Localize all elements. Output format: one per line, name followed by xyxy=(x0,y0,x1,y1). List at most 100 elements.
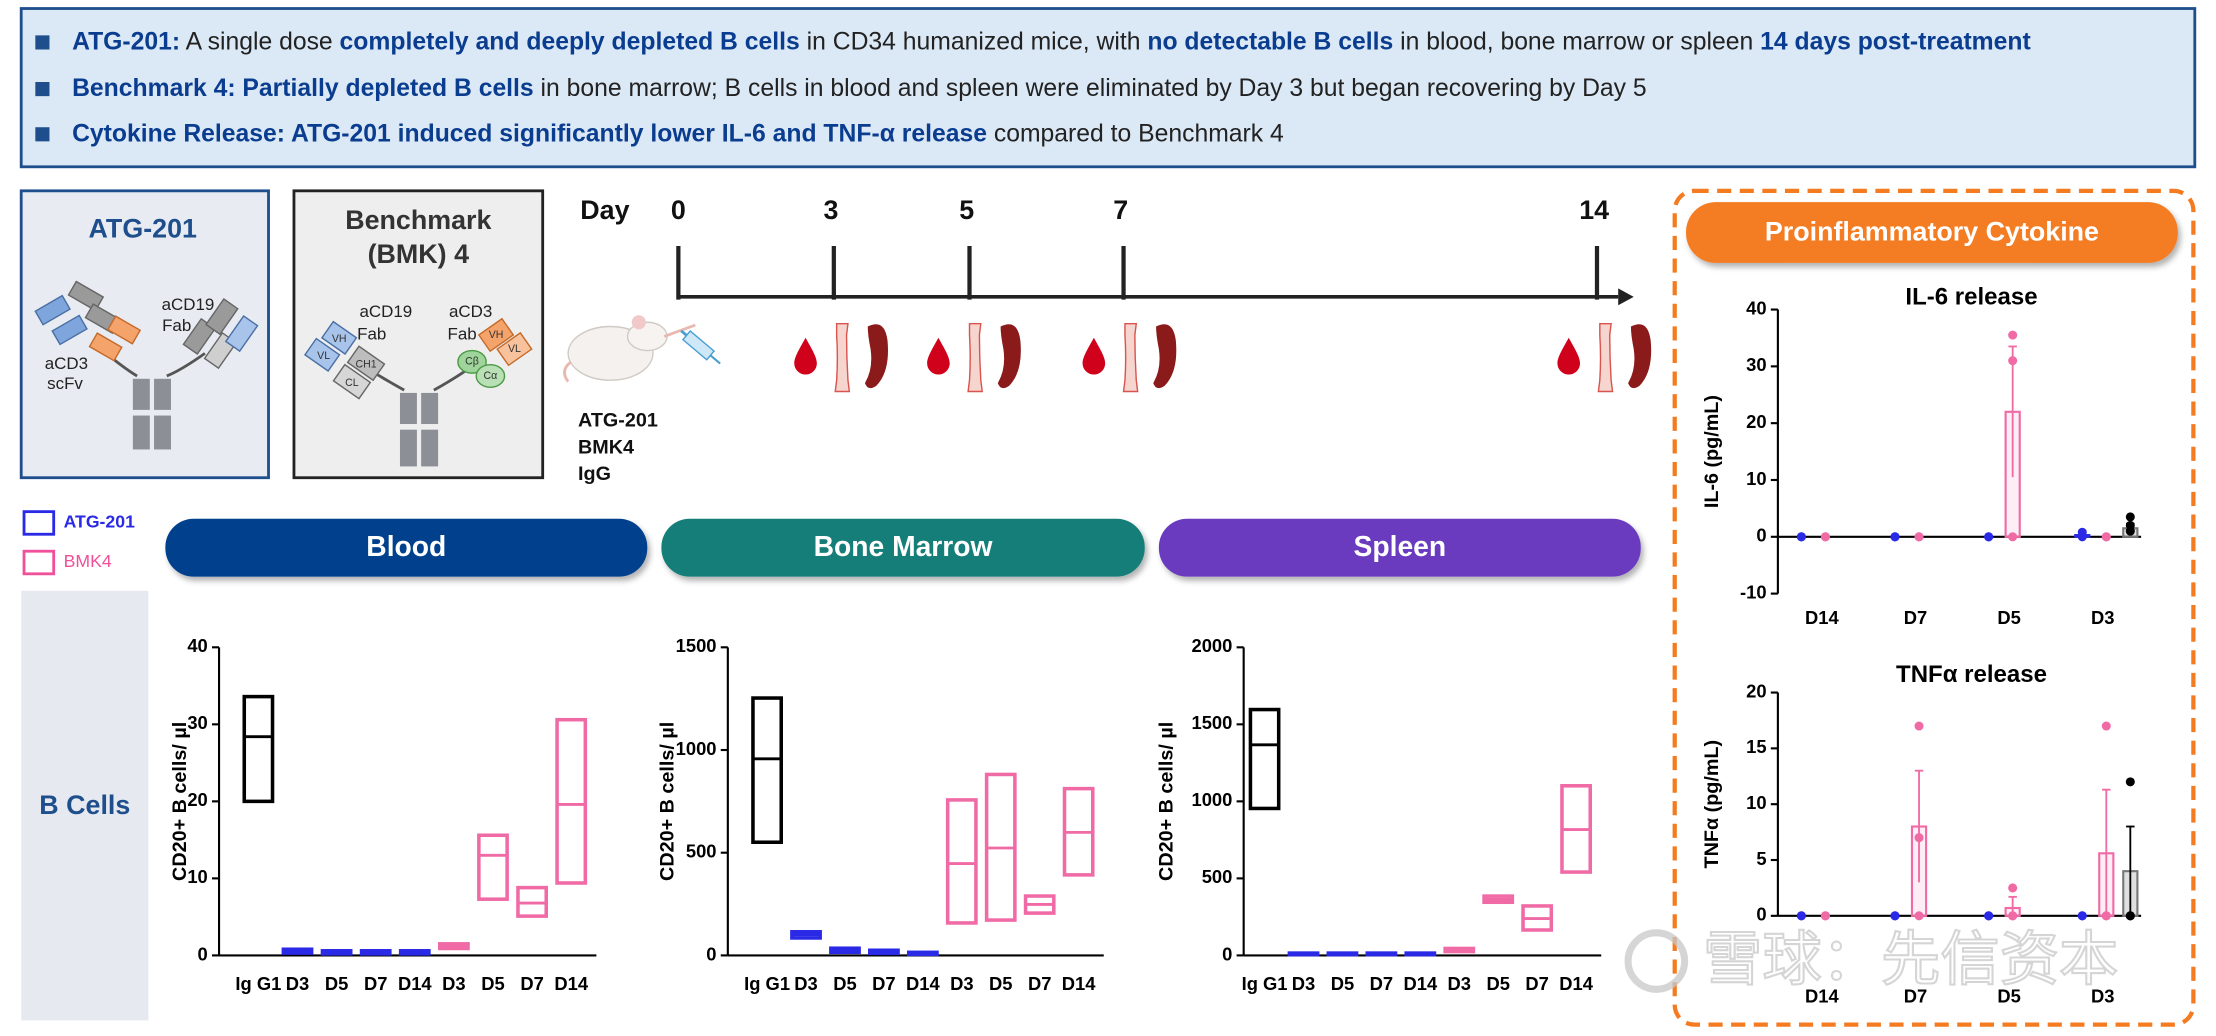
chart-title: IL-6 release xyxy=(1905,284,2037,311)
range-box xyxy=(945,798,978,925)
emphasis: no detectable B cells xyxy=(1147,28,1393,55)
x-tick-label: D14 xyxy=(1559,973,1593,994)
data-point xyxy=(2008,911,2018,921)
bullet-text: Cytokine Release: ATG-201 induced signif… xyxy=(72,120,1284,147)
domain-label: aCD19 xyxy=(162,295,215,314)
domain-label: VL xyxy=(508,343,521,355)
x-tick-label: D14 xyxy=(554,973,588,994)
legend-swatch xyxy=(22,510,56,536)
treatment-group: BMK4 xyxy=(578,436,634,458)
watermark: 雪球：先信资本 xyxy=(1703,926,2118,993)
x-tick-label: D7 xyxy=(872,973,895,994)
molecule-drawing xyxy=(34,280,259,450)
legend-swatch xyxy=(22,549,56,576)
data-point xyxy=(2125,911,2135,921)
y-tick-label: 1000 xyxy=(1192,789,1233,810)
y-tick-label: 1500 xyxy=(676,635,717,656)
domain-label: VH xyxy=(332,333,347,345)
bullet-marker xyxy=(35,127,50,142)
data-point xyxy=(2101,911,2111,921)
y-tick-label: 40 xyxy=(1746,297,1766,318)
x-tick-label: D7 xyxy=(1370,973,1393,994)
row-label-panel xyxy=(21,590,149,1021)
timeline-arrow xyxy=(1618,288,1634,306)
x-tick-label: Ig G1 xyxy=(1242,973,1288,994)
range-box xyxy=(242,694,275,804)
data-point xyxy=(1914,721,1924,731)
text-run: compared to Benchmark 4 xyxy=(987,120,1284,147)
timeline-day: 0 xyxy=(671,195,686,225)
domain-label: Fab xyxy=(162,316,191,335)
data-point xyxy=(1914,532,1924,542)
text-run: in bone marrow; B cells in blood and spl… xyxy=(534,75,1647,102)
emphasis: Benchmark 4: Partially depleted B cells xyxy=(72,75,534,102)
watermark-group: 雪球：先信资本 xyxy=(1624,924,2119,994)
y-axis-label: CD20+ B cells/ µl xyxy=(1156,722,1178,881)
panel-title: Spleen xyxy=(1354,530,1447,562)
cytokine-panel xyxy=(1672,188,2196,1027)
data-point xyxy=(1914,911,1924,921)
x-tick-label: D14 xyxy=(1805,986,1839,1007)
bullet-marker xyxy=(35,35,50,50)
molecule-title: (BMK) 4 xyxy=(368,239,469,269)
x-tick-label: D14 xyxy=(1403,973,1437,994)
organ-icons xyxy=(793,322,889,393)
domain-label: scFv xyxy=(47,374,83,393)
molecule-title: Benchmark xyxy=(345,205,491,235)
panel-header xyxy=(661,518,1145,577)
y-tick-label: -10 xyxy=(1740,581,1767,602)
organ-icons xyxy=(1556,322,1652,393)
domain-label: Fab xyxy=(448,324,477,343)
bullet-text: Benchmark 4: Partially depleted B cells … xyxy=(72,75,1647,102)
data-point xyxy=(1984,532,1994,542)
syringe-icon xyxy=(680,329,721,365)
x-tick-label: D5 xyxy=(481,973,504,994)
bullet-marker xyxy=(35,82,50,97)
panel-header xyxy=(1158,518,1641,577)
data-point xyxy=(1796,911,1806,921)
domain-label: VL xyxy=(317,350,330,362)
timeline-day: 14 xyxy=(1579,195,1609,225)
domain-label: CH1 xyxy=(355,358,376,370)
y-tick-label: 30 xyxy=(187,712,207,733)
y-axis-label: CD20+ B cells/ µl xyxy=(657,722,679,881)
y-tick-label: 0 xyxy=(706,943,716,964)
summary-box xyxy=(19,7,2197,169)
data-point xyxy=(1890,911,1900,921)
y-tick-label: 0 xyxy=(198,943,208,964)
y-axis-label: TNFα (pg/mL) xyxy=(1701,740,1723,869)
data-point xyxy=(2077,532,2087,542)
domain-label: Cα xyxy=(484,370,498,382)
treatment-group: ATG-201 xyxy=(578,409,658,431)
x-tick-label: D7 xyxy=(520,973,543,994)
x-tick-label: D14 xyxy=(1062,973,1096,994)
data-point xyxy=(1914,833,1924,843)
x-tick-label: D5 xyxy=(989,973,1012,994)
y-tick-label: 20 xyxy=(187,789,207,810)
x-tick-label: D7 xyxy=(1525,973,1548,994)
y-tick-label: 40 xyxy=(187,635,207,656)
panel-title: Blood xyxy=(366,530,446,562)
y-tick-label: 10 xyxy=(1746,468,1766,489)
legend-label: BMK4 xyxy=(64,551,112,571)
domain-label: aCD3 xyxy=(449,302,492,321)
organ-icons xyxy=(926,322,1022,393)
domain-label: Cβ xyxy=(465,356,479,368)
range-box xyxy=(751,696,783,844)
y-tick-label: 1000 xyxy=(676,738,717,759)
x-tick-label: D3 xyxy=(1292,973,1315,994)
emphasis: completely and deeply depleted B cells xyxy=(340,28,800,55)
data-point xyxy=(2008,883,2018,893)
cytokine-header-pill xyxy=(1686,202,2178,263)
y-tick-label: 20 xyxy=(1746,411,1766,432)
y-tick-label: 30 xyxy=(1746,354,1766,375)
x-tick-label: D5 xyxy=(833,973,856,994)
data-point xyxy=(1984,911,1994,921)
data-point xyxy=(2008,330,2018,340)
x-tick-label: D3 xyxy=(950,973,973,994)
timeline-day: 5 xyxy=(959,195,974,225)
data-point xyxy=(2125,777,2135,787)
emphasis: 14 days post-treatment xyxy=(1760,28,2031,55)
